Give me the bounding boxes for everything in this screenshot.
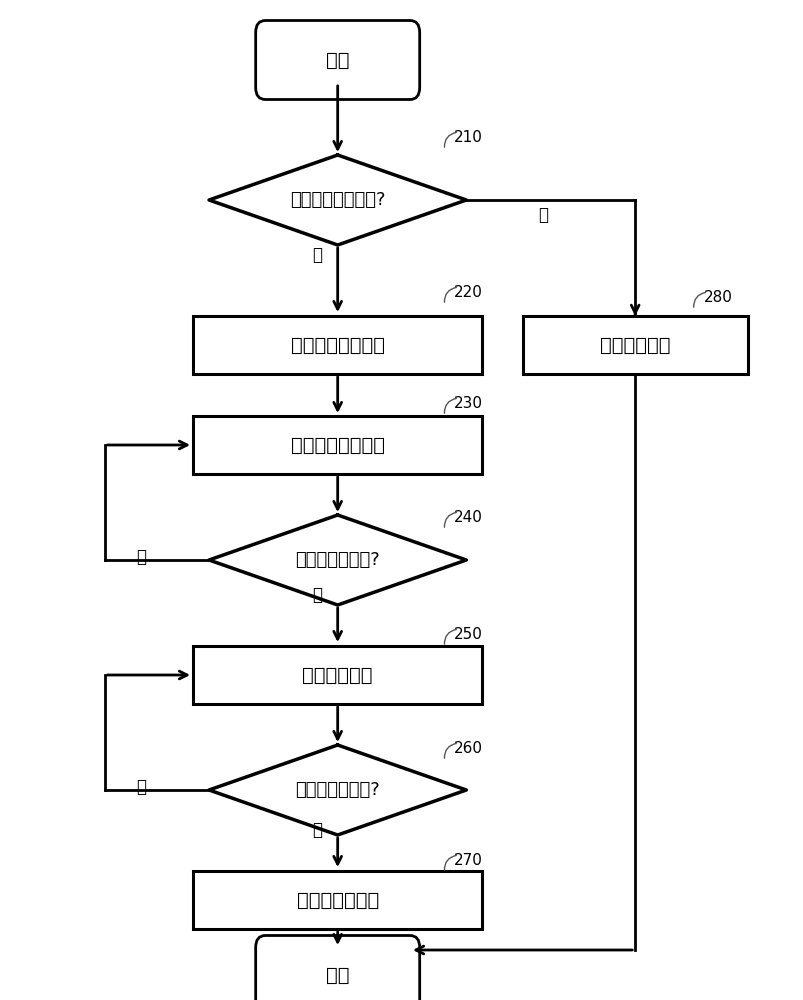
Text: 是: 是: [312, 246, 322, 264]
Text: 是: 是: [312, 821, 322, 839]
Text: 显示移动屏幕: 显示移动屏幕: [302, 666, 373, 684]
Text: 显示切换的屏幕: 显示切换的屏幕: [296, 890, 378, 910]
Polygon shape: [209, 155, 466, 245]
Text: 保持当前状态: 保持当前状态: [599, 336, 670, 355]
FancyBboxPatch shape: [193, 646, 482, 704]
Text: 是: 是: [312, 586, 322, 604]
Text: 210: 210: [454, 130, 483, 145]
FancyBboxPatch shape: [193, 871, 482, 929]
Text: 执行任务管理程序?: 执行任务管理程序?: [290, 191, 385, 209]
Text: 开始: 开始: [325, 50, 349, 70]
Text: 280: 280: [703, 290, 732, 305]
Text: 显示任务管理屏幕: 显示任务管理屏幕: [291, 436, 384, 454]
FancyBboxPatch shape: [255, 936, 419, 1000]
Text: 250: 250: [454, 627, 483, 642]
Text: 构建任务管理地图: 构建任务管理地图: [291, 336, 384, 355]
Text: 230: 230: [454, 396, 483, 411]
Text: 否: 否: [136, 778, 145, 796]
FancyBboxPatch shape: [255, 21, 419, 100]
Text: 否: 否: [136, 548, 145, 566]
Text: 否: 否: [537, 206, 547, 224]
Text: 270: 270: [454, 853, 483, 868]
Text: 接收到移动命令?: 接收到移动命令?: [295, 551, 380, 569]
Text: 结束: 结束: [325, 966, 349, 984]
Text: 240: 240: [454, 510, 483, 525]
Text: 260: 260: [454, 741, 483, 756]
Polygon shape: [209, 745, 466, 835]
FancyBboxPatch shape: [522, 316, 747, 374]
FancyBboxPatch shape: [193, 416, 482, 474]
Text: 220: 220: [454, 285, 483, 300]
FancyBboxPatch shape: [193, 316, 482, 374]
Polygon shape: [209, 515, 466, 605]
Text: 选择命令被输入?: 选择命令被输入?: [295, 781, 380, 799]
